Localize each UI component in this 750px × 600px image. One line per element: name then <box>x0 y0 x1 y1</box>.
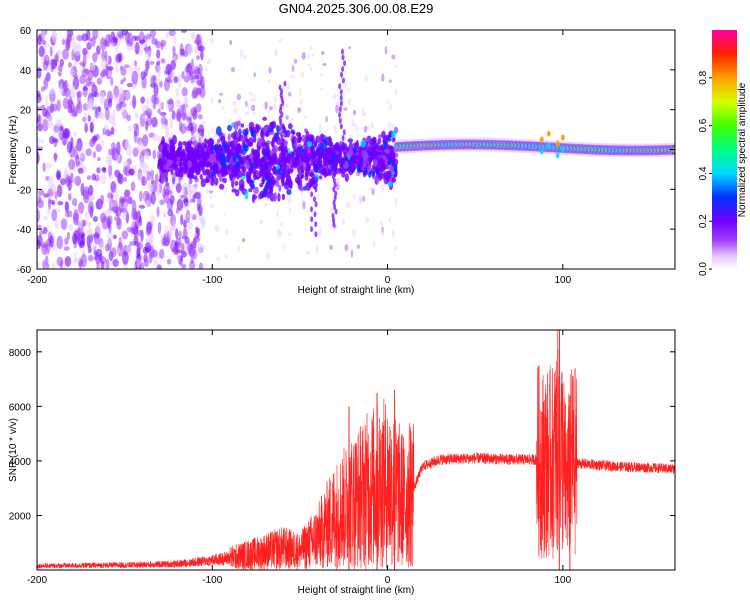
snr-x-tick-label: -100 <box>202 575 222 586</box>
spectrogram-image <box>37 30 675 269</box>
snr-x-label: Height of straight line (km) <box>298 585 415 596</box>
colorbar-ticks: 0.0 0.2 0.4 0.6 0.8 <box>698 70 712 276</box>
spectrogram-panel: -200 -100 0 100 60 40 20 0 -20 -40 -60 Height of … <box>8 26 676 296</box>
spectrogram-y-tick-label: 0 <box>25 146 31 157</box>
spectrogram-y-label: Frequency (Hz) <box>8 116 19 185</box>
spectrogram-x-tick-label: -200 <box>27 275 47 286</box>
spectrogram-x-label: Height of straight line (km) <box>298 285 415 296</box>
spectrogram-y-tick-label: -20 <box>17 185 32 196</box>
snr-x-tick-label: 100 <box>554 575 571 586</box>
snr-y-tick-label: 8000 <box>9 348 32 359</box>
snr-series-line <box>37 330 675 570</box>
colorbar-gradient <box>712 30 737 269</box>
colorbar-label: Normalized spectral amplitude <box>737 82 748 217</box>
colorbar: 0.0 0.2 0.4 0.6 0.8 Normalized spectral ampl… <box>698 30 748 276</box>
spectrogram-x-tick-label: 100 <box>554 275 571 286</box>
spectrogram-y-tick-label: 20 <box>20 106 32 117</box>
colorbar-tick-label: 0.8 <box>698 70 709 84</box>
colorbar-tick-label: 0.2 <box>698 214 709 228</box>
snr-y-axis: 2000 4000 6000 8000 <box>9 348 675 522</box>
snr-y-tick-label: 4000 <box>9 457 32 468</box>
snr-y-tick-label: 6000 <box>9 402 32 413</box>
snr-x-tick-label: 0 <box>385 575 391 586</box>
spectrogram-y-tick-label: 40 <box>20 66 32 77</box>
colorbar-tick-label: 0.4 <box>698 166 709 180</box>
snr-y-label: SNR (10 * v/v) <box>8 418 19 482</box>
spectrogram-y-axis: 60 40 20 0 -20 -40 -60 <box>17 26 675 276</box>
snr-frame <box>36 329 676 571</box>
snr-panel: -200 -100 0 100 2000 4000 6000 8000 Height of … <box>8 329 676 596</box>
figure-title: GN04.2025.306.00.08.E29 <box>279 1 434 16</box>
spectrogram-x-axis: -200 -100 0 100 <box>27 30 572 286</box>
snr-x-axis: -200 -100 0 100 <box>27 330 572 586</box>
spectrogram-x-tick-label: 0 <box>385 275 391 286</box>
spectrogram-y-tick-label: 60 <box>20 26 32 37</box>
colorbar-tick-label: 0.0 <box>698 262 709 276</box>
colorbar-tick-label: 0.6 <box>698 118 709 132</box>
snr-x-tick-label: -200 <box>27 575 47 586</box>
spectrogram-y-tick-label: -60 <box>17 265 32 276</box>
snr-y-tick-label: 2000 <box>9 511 32 522</box>
spectrogram-x-tick-label: -100 <box>202 275 222 286</box>
spectrogram-y-tick-label: -40 <box>17 225 32 236</box>
